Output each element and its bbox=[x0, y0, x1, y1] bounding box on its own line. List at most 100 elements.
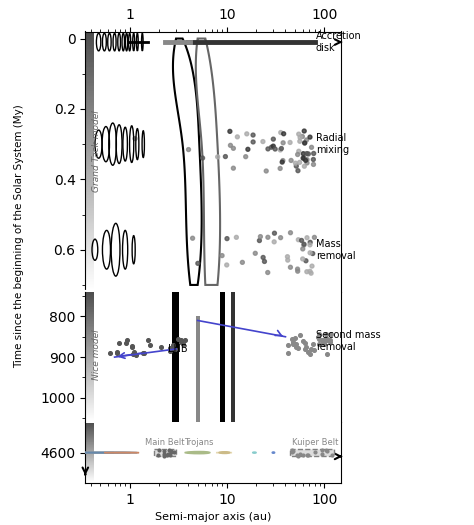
Point bbox=[271, 145, 279, 153]
Point bbox=[327, 338, 334, 347]
Point bbox=[185, 145, 192, 154]
Point bbox=[284, 256, 292, 265]
Text: Mass
removal: Mass removal bbox=[316, 239, 356, 260]
Point bbox=[256, 233, 264, 241]
X-axis label: Semi-major axis (au): Semi-major axis (au) bbox=[155, 512, 272, 522]
Point bbox=[280, 130, 287, 138]
Point bbox=[171, 345, 178, 353]
Point bbox=[292, 334, 299, 343]
Point bbox=[324, 335, 331, 344]
Point bbox=[284, 349, 292, 357]
Point bbox=[263, 167, 270, 175]
Point bbox=[300, 154, 308, 163]
Point bbox=[315, 340, 322, 348]
Point bbox=[174, 335, 182, 344]
Point bbox=[146, 341, 154, 349]
Circle shape bbox=[253, 452, 256, 453]
Text: Time since the beginning of the Solar System (My): Time since the beginning of the Solar Sy… bbox=[14, 104, 24, 368]
Text: Kuiper Belt: Kuiper Belt bbox=[292, 438, 338, 447]
Point bbox=[320, 336, 328, 344]
Point bbox=[327, 330, 335, 338]
Point bbox=[259, 253, 267, 261]
Point bbox=[321, 337, 329, 345]
Point bbox=[300, 154, 307, 162]
Point bbox=[299, 245, 307, 253]
Point bbox=[315, 332, 322, 341]
Point bbox=[264, 145, 272, 153]
Point bbox=[169, 341, 177, 350]
Text: Trojans: Trojans bbox=[184, 438, 214, 447]
Point bbox=[234, 133, 241, 141]
Point bbox=[292, 343, 300, 352]
Point bbox=[139, 349, 146, 357]
Point bbox=[308, 143, 315, 152]
Point bbox=[166, 347, 173, 355]
Point bbox=[326, 336, 334, 344]
Point bbox=[179, 340, 187, 348]
Point bbox=[238, 258, 246, 267]
Point bbox=[299, 132, 306, 141]
Point bbox=[303, 155, 311, 164]
Point bbox=[302, 156, 310, 164]
Point bbox=[307, 269, 315, 277]
Point bbox=[199, 154, 206, 162]
Bar bbox=[196, 317, 200, 422]
Point bbox=[113, 348, 120, 356]
Point bbox=[292, 162, 300, 170]
Point bbox=[132, 351, 139, 359]
Point bbox=[226, 127, 234, 135]
Point bbox=[310, 233, 318, 242]
Point bbox=[306, 267, 314, 276]
Point bbox=[276, 164, 284, 173]
Point bbox=[131, 348, 138, 356]
Point bbox=[309, 249, 317, 258]
Point bbox=[298, 236, 305, 245]
Point bbox=[233, 233, 240, 242]
Point bbox=[249, 138, 257, 146]
Bar bbox=[172, 292, 179, 422]
Circle shape bbox=[219, 452, 230, 454]
Point bbox=[287, 156, 295, 165]
Point bbox=[306, 240, 314, 249]
Point bbox=[229, 144, 237, 152]
Polygon shape bbox=[196, 38, 220, 285]
Point bbox=[279, 156, 287, 165]
Text: LHB: LHB bbox=[168, 344, 188, 354]
Text: Accretion
disk: Accretion disk bbox=[316, 32, 362, 53]
Point bbox=[323, 350, 331, 359]
Point bbox=[229, 164, 237, 172]
Text: Main Belt: Main Belt bbox=[145, 438, 184, 447]
Point bbox=[320, 340, 328, 348]
Point bbox=[252, 249, 259, 257]
FancyBboxPatch shape bbox=[291, 449, 334, 456]
Text: Second mass
removal: Second mass removal bbox=[316, 330, 381, 352]
Point bbox=[296, 137, 304, 145]
Point bbox=[322, 330, 329, 338]
Point bbox=[294, 150, 301, 159]
Point bbox=[292, 159, 299, 167]
Point bbox=[261, 257, 268, 266]
Point bbox=[303, 159, 311, 167]
Bar bbox=[231, 292, 235, 422]
Point bbox=[283, 253, 291, 261]
Point bbox=[287, 263, 294, 271]
Point bbox=[131, 134, 139, 143]
Point bbox=[303, 150, 310, 158]
Point bbox=[310, 149, 318, 158]
Point bbox=[276, 146, 284, 154]
Circle shape bbox=[272, 452, 275, 453]
Point bbox=[128, 341, 136, 350]
Point bbox=[264, 268, 272, 277]
Point bbox=[106, 348, 113, 356]
Point bbox=[270, 238, 278, 246]
Point bbox=[278, 158, 286, 166]
Point bbox=[299, 255, 307, 263]
Point bbox=[259, 138, 267, 146]
Point bbox=[289, 338, 297, 346]
FancyBboxPatch shape bbox=[155, 449, 176, 456]
Point bbox=[302, 342, 310, 351]
Point bbox=[278, 144, 285, 153]
Point bbox=[243, 130, 251, 138]
Point bbox=[129, 350, 137, 358]
Point bbox=[316, 335, 323, 343]
